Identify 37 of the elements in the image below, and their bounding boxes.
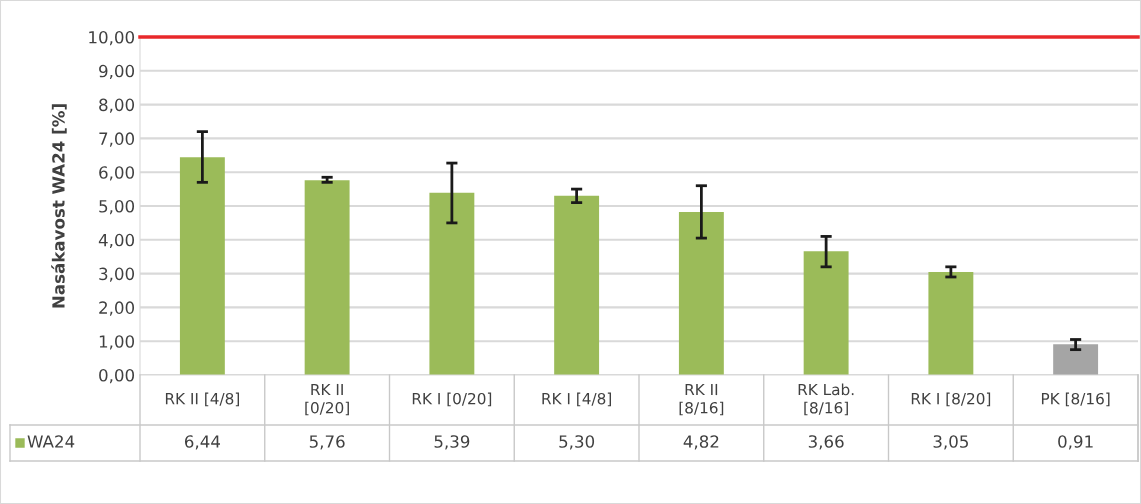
- bar: [554, 195, 600, 375]
- x-tick-label: RK II [8/16]: [679, 383, 724, 416]
- bar: [179, 157, 225, 375]
- y-tick-label: 9,00: [99, 64, 135, 80]
- data-label: 3,05: [933, 435, 968, 450]
- bar: [304, 180, 350, 375]
- y-tick-label: 2,00: [99, 301, 135, 316]
- y-tick-label: 1,00: [99, 335, 135, 350]
- y-tick-label: 5,00: [99, 199, 135, 215]
- x-tick-label: PK [8/16]: [1041, 392, 1110, 407]
- x-tick-label: RK Lab. [8/16]: [798, 383, 854, 416]
- data-label: 4,82: [683, 435, 719, 450]
- data-label: 0,91: [1058, 435, 1093, 450]
- y-tick-label: 8,00: [99, 98, 135, 113]
- y-axis-title: Nasákavost WA24 [%]: [51, 104, 67, 308]
- bar: [429, 192, 475, 375]
- data-label: 5,39: [434, 435, 470, 450]
- data-label: 5,76: [309, 435, 345, 450]
- data-label: 5,30: [559, 435, 595, 450]
- y-tick-label: 0,00: [99, 368, 135, 384]
- x-tick-label: RK II [4/8]: [165, 392, 239, 407]
- bar: [928, 271, 974, 375]
- y-tick-label: 7,00: [99, 132, 135, 147]
- data-label: 6,44: [184, 435, 220, 450]
- y-tick-label: 4,00: [98, 233, 135, 249]
- y-tick-label: 3,00: [99, 267, 135, 282]
- y-tick-label: 10,00: [89, 30, 135, 46]
- legend-label: WA24: [27, 435, 75, 448]
- data-label: 3,66: [808, 435, 844, 450]
- bar: [678, 212, 724, 375]
- x-tick-label: RK I [0/20]: [412, 392, 492, 407]
- x-tick-label: RK II [0/20]: [305, 383, 349, 416]
- bar: [1053, 344, 1099, 375]
- x-tick-label: RK I [4/8]: [542, 392, 611, 407]
- x-tick-label: RK I [8/20]: [911, 392, 991, 407]
- bar: [803, 251, 849, 375]
- y-tick-label: 6,00: [99, 166, 135, 181]
